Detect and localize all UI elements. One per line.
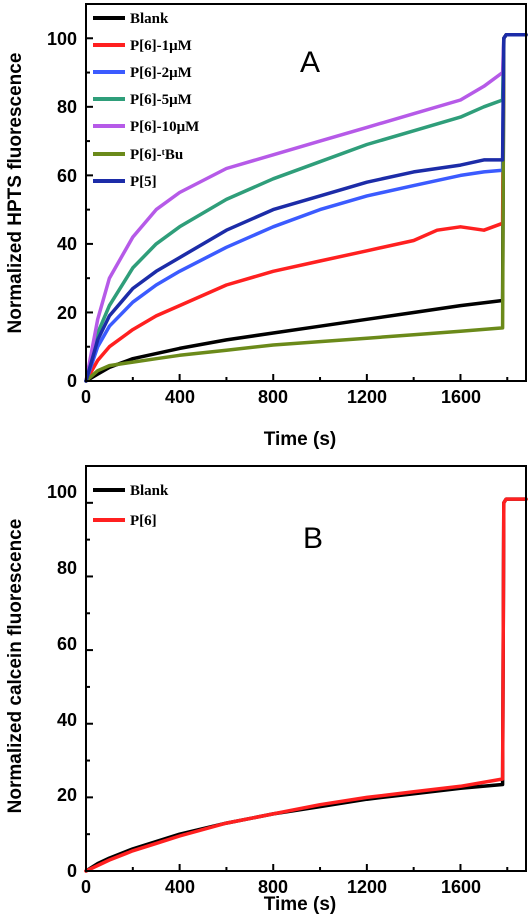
- panel-b-label: B: [303, 522, 323, 555]
- panel-a-x-tick-label-0: 0: [81, 387, 91, 407]
- panel-a-series-layer: [84, 33, 528, 383]
- panel-b-ticks: [85, 501, 509, 872]
- panel-b-y-tick-label-3: 60: [57, 634, 77, 654]
- panel-b-plot-frame: [85, 465, 527, 872]
- panel-a-y-tick-label-3: 60: [57, 166, 77, 186]
- panel-b-y-tick-label-1: 20: [57, 785, 77, 805]
- panel-b-y-tick-label-5: 100: [47, 482, 77, 502]
- panel-b-x-tick-label-1: 400: [165, 877, 195, 897]
- panel-b-y-axis-title: Normalized calcein fluorescence: [5, 519, 26, 814]
- panel-a-series-line-0: [84, 33, 528, 383]
- panel-a-y-tick-label-2: 40: [57, 234, 77, 254]
- panel-b-legend-label-1: P[6]: [130, 513, 157, 529]
- panel-b-y-tick-label-2: 40: [57, 710, 77, 730]
- panel-b-y-tick-label-0: 0: [67, 861, 77, 881]
- panel-a-legend-label-0: Blank: [130, 11, 169, 27]
- panel-a-legend: Blank P[6]-1μM P[6]-2μM P[6]-5μM P[6]-10…: [93, 11, 199, 190]
- panel-a-legend-label-4: P[6]-10μM: [130, 119, 199, 135]
- panel-a-y-tick-label-5: 100: [47, 29, 77, 49]
- panel-a-y-tick-label-0: 0: [67, 371, 77, 391]
- panel-b-series-line-1: [84, 497, 528, 873]
- panel-b-x-axis-title: Time (s): [264, 894, 337, 914]
- panel-b-legend: Blank P[6]: [93, 483, 169, 529]
- panel-b-y-tick-label-4: 80: [57, 558, 77, 578]
- panel-a-series-line-6: [84, 33, 528, 383]
- panel-a-x-tick-label-1: 400: [165, 387, 195, 407]
- panel-b-x-tick-label-3: 1200: [347, 877, 387, 897]
- panel-b-series-layer: [84, 497, 528, 873]
- panel-a-y-axis-title: Normalized HPTS fluorescence: [5, 53, 26, 334]
- panel-a-legend-label-5: P[6]-ᵗBu: [130, 147, 183, 163]
- panel-a-legend-label-3: P[6]-5μM: [130, 92, 192, 108]
- panel-b-legend-label-0: Blank: [130, 483, 169, 499]
- panel-b-x-tick-label-0: 0: [81, 877, 91, 897]
- panel-b-x-tick-label-2: 800: [258, 877, 288, 897]
- panel-a-legend-label-1: P[6]-1μM: [130, 38, 192, 54]
- panel-b-x-tick-label-4: 1600: [441, 877, 481, 897]
- panel-a-series-line-5: [84, 33, 528, 383]
- panel-a-x-tick-label-4: 1600: [441, 387, 481, 407]
- panel-a-plot-frame: [85, 3, 527, 382]
- panel-a-legend-label-2: P[6]-2μM: [130, 65, 192, 81]
- panel-a: A 0 20 40 60 80 100 0 400 800 1200 1600 …: [5, 3, 528, 450]
- panel-a-ticks: [85, 37, 509, 382]
- panel-a-y-tick-label-1: 20: [57, 303, 77, 323]
- panel-b: B 0 20 40 60 80 100 0 400 800 1200 1600 …: [5, 465, 528, 914]
- panel-a-label: A: [300, 46, 320, 79]
- panel-a-x-tick-label-2: 800: [258, 387, 288, 407]
- panel-a-x-tick-label-3: 1200: [347, 387, 387, 407]
- panel-a-y-tick-label-4: 80: [57, 97, 77, 117]
- panel-a-x-axis-title: Time (s): [264, 429, 337, 450]
- panel-a-legend-label-6: P[5]: [130, 174, 157, 190]
